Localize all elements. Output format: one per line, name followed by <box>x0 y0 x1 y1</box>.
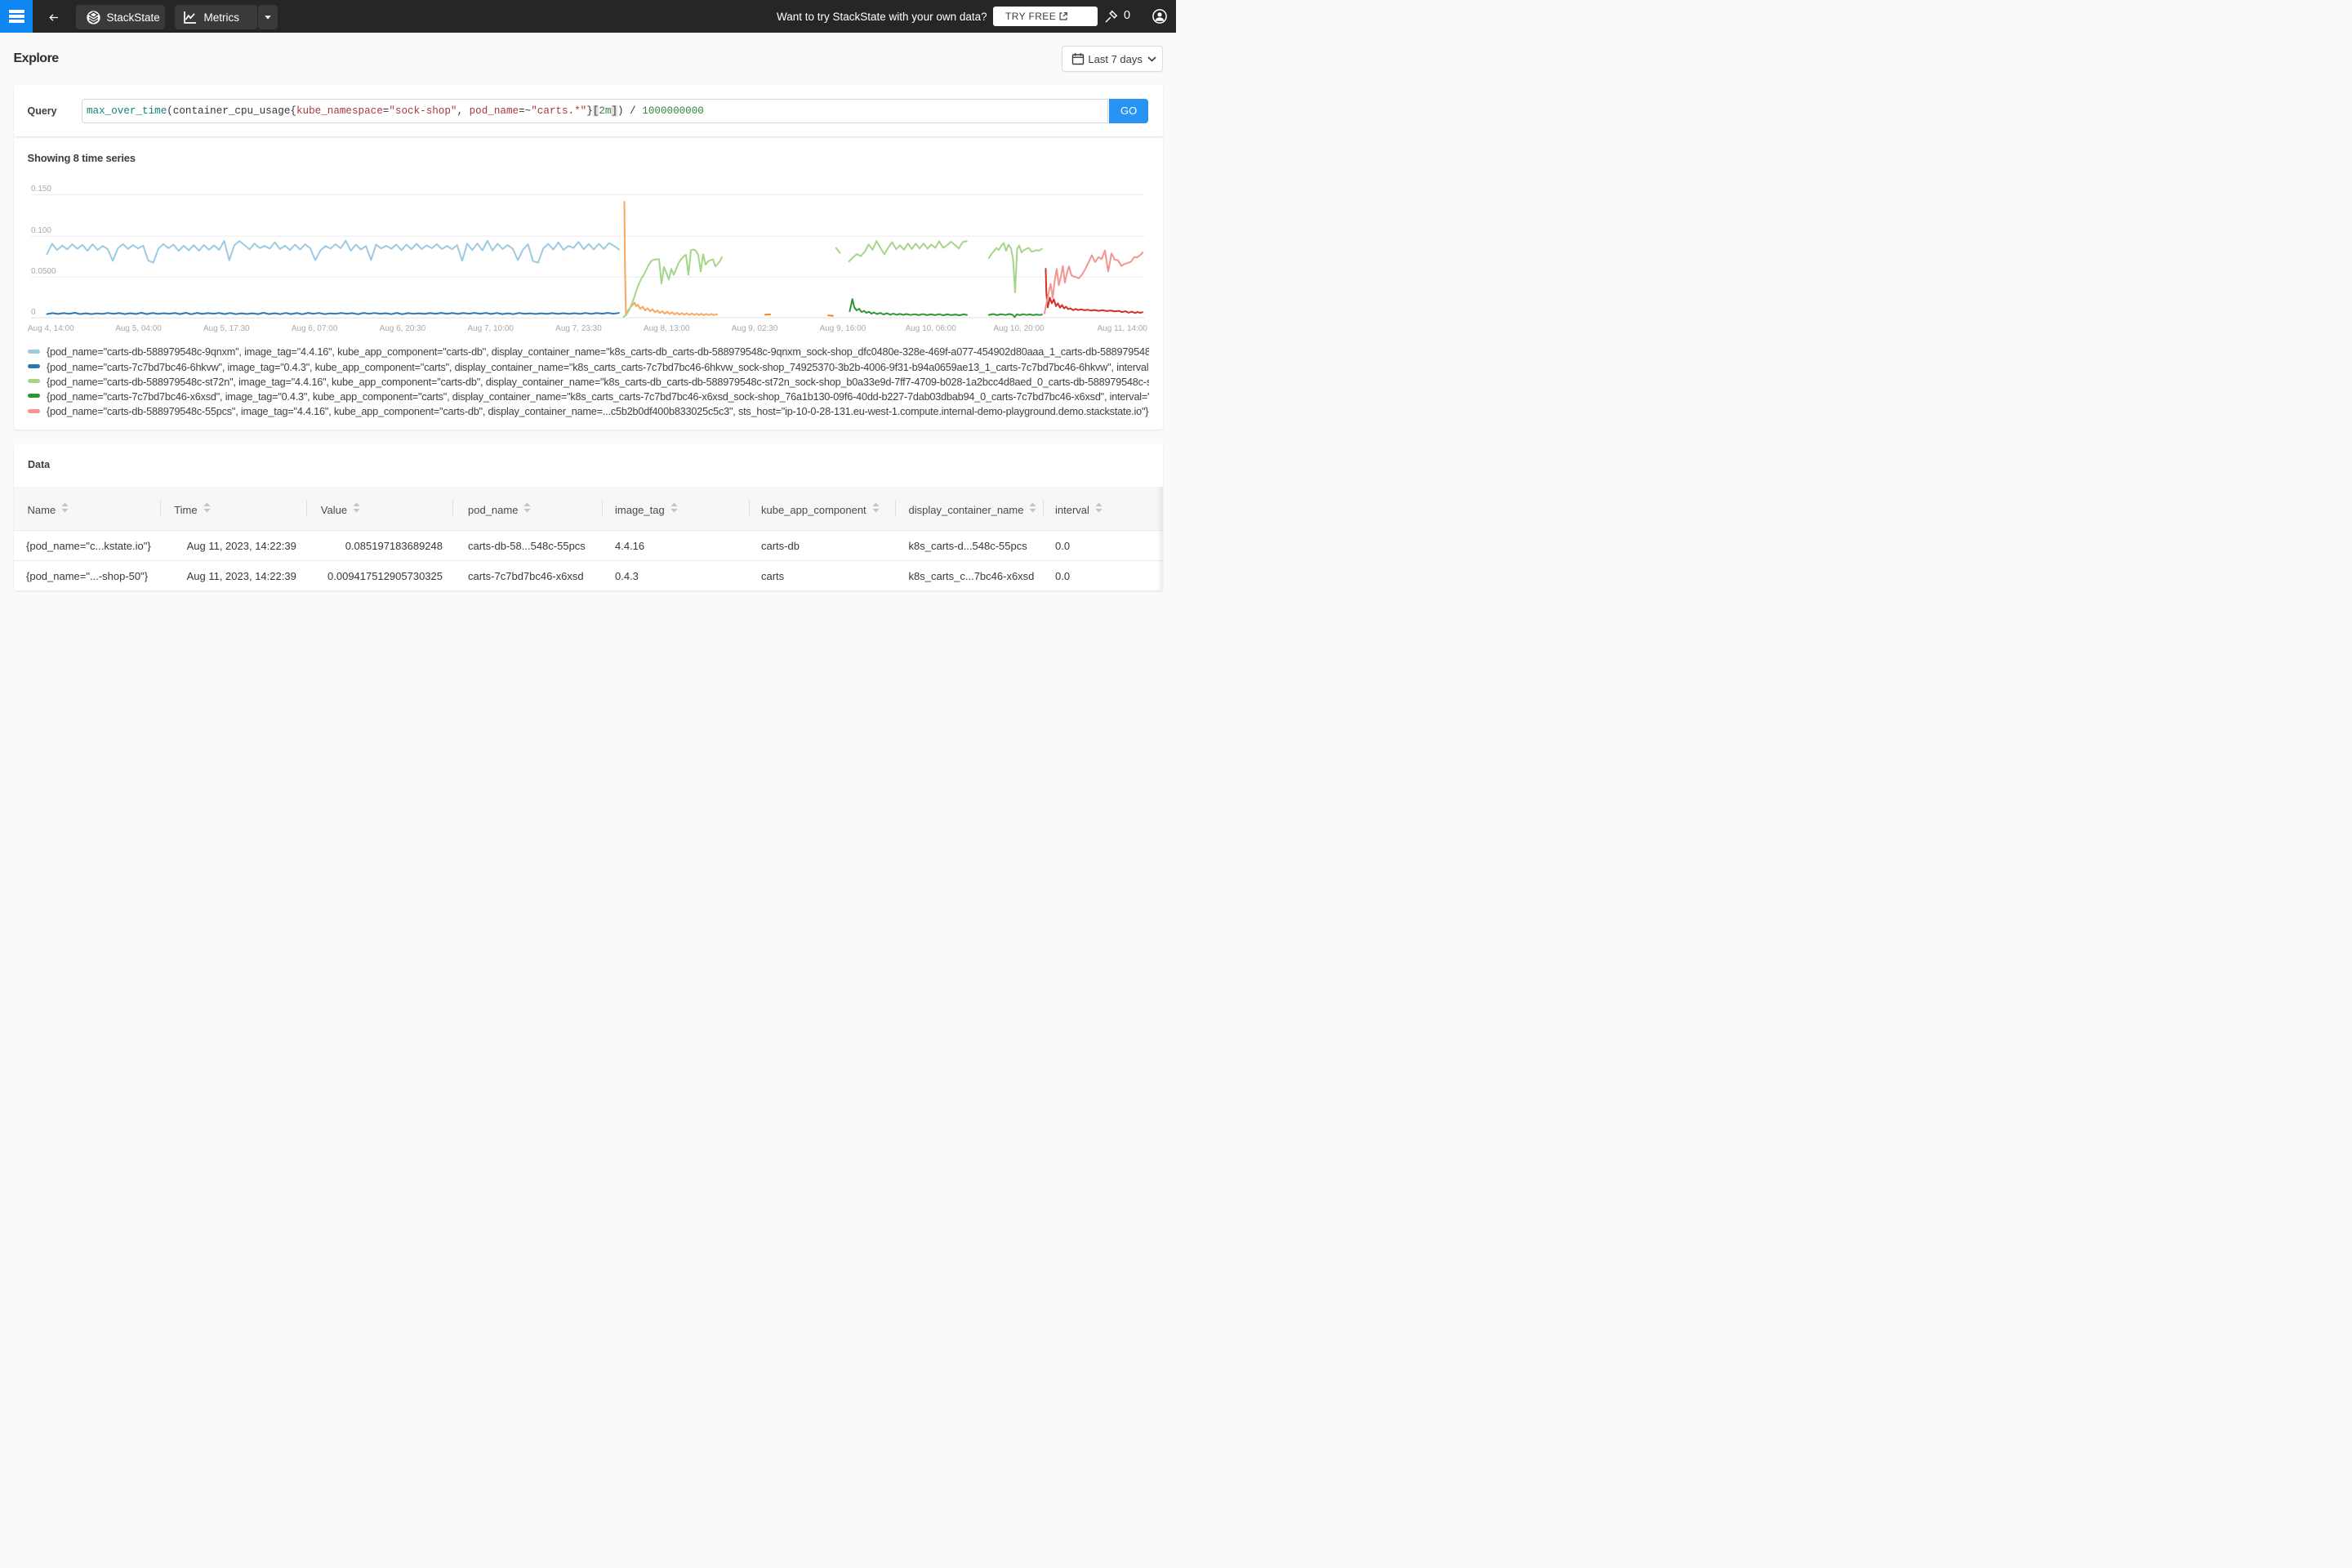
svg-text:0.150: 0.150 <box>31 185 51 194</box>
svg-text:Aug 9, 16:00: Aug 9, 16:00 <box>820 323 866 332</box>
svg-text:0.100: 0.100 <box>31 225 51 234</box>
svg-text:Aug 5, 04:00: Aug 5, 04:00 <box>115 323 162 332</box>
svg-text:Aug 5, 17:30: Aug 5, 17:30 <box>203 323 250 332</box>
svg-text:Aug 8, 13:00: Aug 8, 13:00 <box>644 323 690 332</box>
svg-text:Aug 7, 10:00: Aug 7, 10:00 <box>467 323 514 332</box>
svg-text:Aug 4, 14:00: Aug 4, 14:00 <box>28 323 74 332</box>
svg-text:Aug 7, 23:30: Aug 7, 23:30 <box>555 323 602 332</box>
svg-text:Aug 11, 14:00: Aug 11, 14:00 <box>1098 323 1148 332</box>
svg-text:Aug 9, 02:30: Aug 9, 02:30 <box>732 323 778 332</box>
svg-text:Aug 10, 20:00: Aug 10, 20:00 <box>993 323 1045 332</box>
svg-text:Aug 6, 07:00: Aug 6, 07:00 <box>292 323 338 332</box>
svg-text:0: 0 <box>31 307 36 316</box>
svg-text:0.0500: 0.0500 <box>31 266 56 275</box>
svg-text:Aug 10, 06:00: Aug 10, 06:00 <box>906 323 957 332</box>
svg-text:Aug 6, 20:30: Aug 6, 20:30 <box>380 323 426 332</box>
